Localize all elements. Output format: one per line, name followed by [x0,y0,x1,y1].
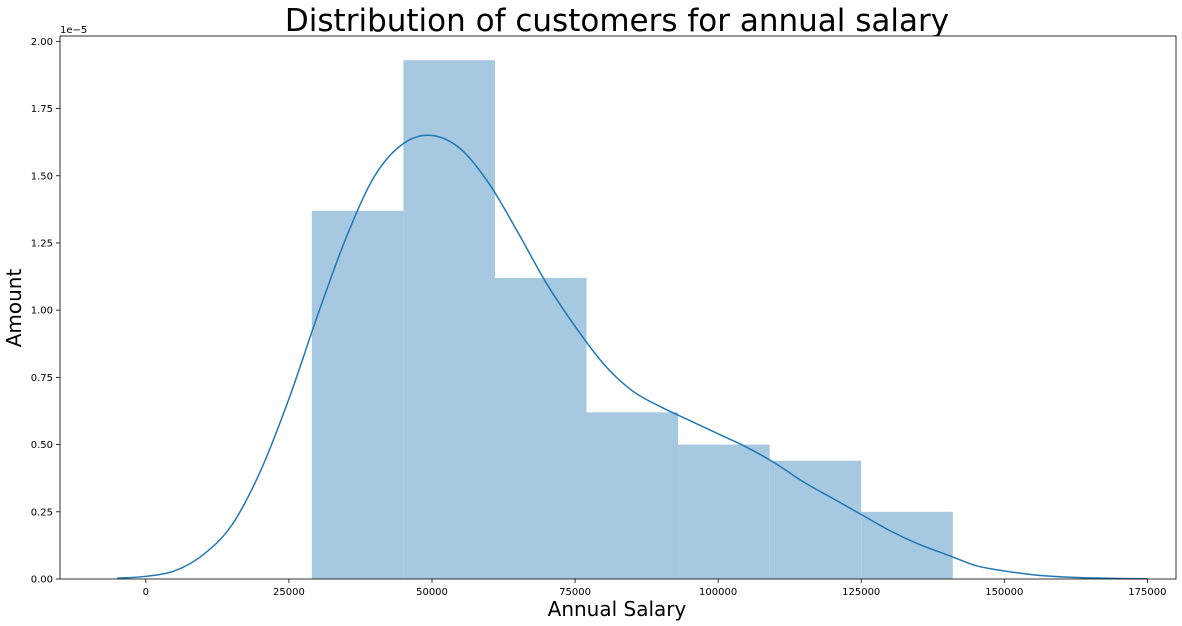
y-tick-label: 0.00 [31,575,53,586]
kde-curve [117,134,1148,580]
histogram-bar [586,412,679,579]
axes-spines [59,35,1177,580]
y-axis-label: Amount [2,269,26,348]
x-tick-label: 125000 [842,587,880,598]
y-tick-label: 1.75 [31,104,53,115]
y-tick-label: 1.25 [31,238,53,249]
x-tick-label: 100000 [699,587,737,598]
x-tick-label: 75000 [559,587,591,598]
y-tick-label: 0.50 [31,440,53,451]
chart-title: Distribution of customers for annual sal… [285,3,949,39]
histogram-bar [403,60,495,580]
y-tick-label: 1.00 [31,306,53,317]
x-tick-label: 50000 [416,587,448,598]
histogram-bar [311,210,404,579]
x-axis-ticks: 0 25000 50000 75000 100000 125000 150000 175000 [143,579,1166,598]
y-tick-label: 0.25 [31,507,53,518]
y-tick-label: 2.00 [31,37,53,48]
histogram-bars [311,60,953,580]
y-offset-label: 1e−5 [60,25,87,36]
y-tick-label: 1.50 [31,171,53,182]
kde-curve-group [117,134,1148,580]
x-tick-label: 0 [143,587,149,598]
histogram-bar [769,460,862,579]
y-axis-ticks: 0.00 0.25 0.50 0.75 1.00 1.25 1.50 1.75 2.00 [31,37,60,586]
histogram-bar [494,277,587,579]
x-tick-label: 175000 [1128,587,1166,598]
x-tick-label: 150000 [985,587,1023,598]
axes-frame [59,35,1177,580]
x-axis-label: Annual Salary [548,597,687,621]
histogram-bar [678,444,770,579]
y-tick-label: 0.75 [31,373,53,384]
x-tick-label: 25000 [273,587,305,598]
